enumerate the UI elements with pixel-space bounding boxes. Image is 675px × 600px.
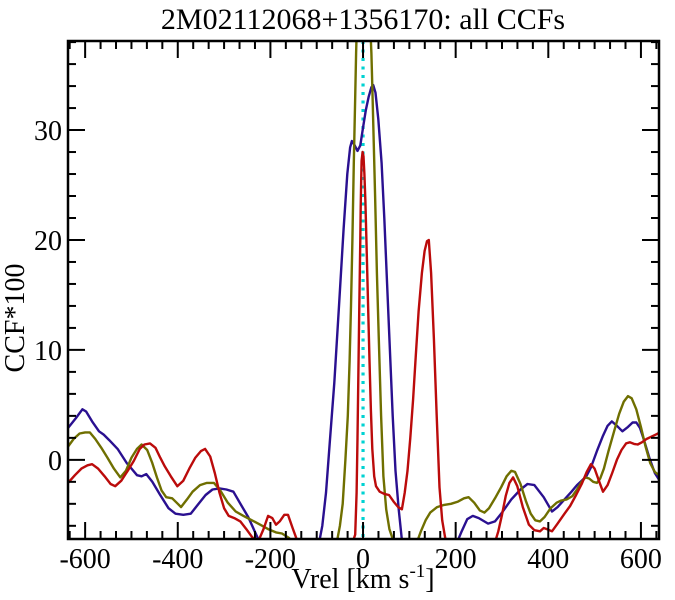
- x-tick-label: 200: [435, 544, 477, 575]
- y-tick-label: 0: [48, 446, 62, 477]
- x-axis-label-close: ]: [425, 564, 434, 595]
- x-axis-label-superscript: -1: [409, 561, 425, 582]
- ccf-red-curve: [68, 150, 659, 539]
- x-axis-label: Vrel [km s-1]: [291, 561, 434, 595]
- y-tick-label: 30: [34, 116, 62, 147]
- y-axis-label: CCF*100: [0, 264, 31, 373]
- x-tick-label: 600: [620, 544, 662, 575]
- x-tick-label: -400: [152, 544, 203, 575]
- x-tick-label: -200: [245, 544, 296, 575]
- x-tick-label: -600: [59, 544, 110, 575]
- y-tick-label: 10: [34, 336, 62, 367]
- x-tick-label: 400: [527, 544, 569, 575]
- plot-title: 2M02112068+1356170: all CCFs: [161, 3, 565, 36]
- ccf-olive-curve: [68, 41, 659, 539]
- x-axis-label-main: Vrel [km s: [291, 564, 409, 595]
- y-tick-label: 20: [34, 226, 62, 257]
- x-tick-label: 0: [356, 544, 370, 575]
